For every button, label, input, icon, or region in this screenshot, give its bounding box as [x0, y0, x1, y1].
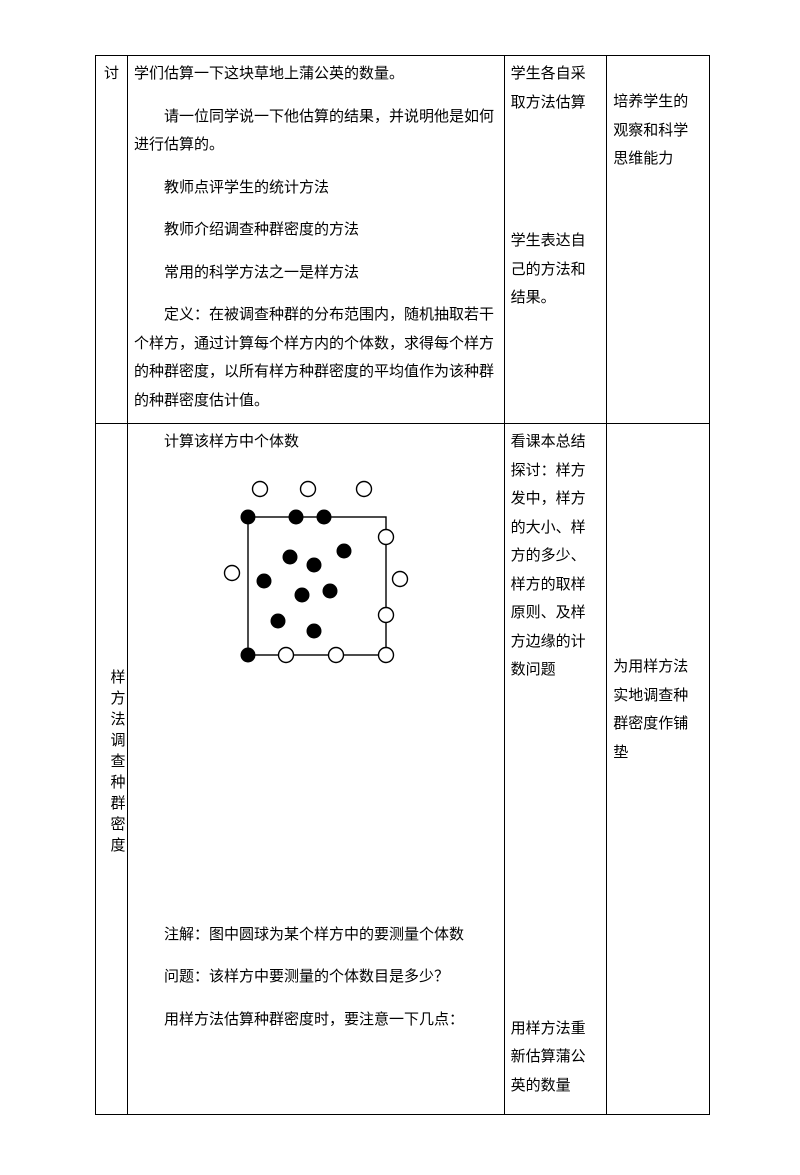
r2c3-b2: 用样方法重新估算蒲公英的数量 — [511, 1015, 601, 1101]
spacer — [511, 127, 601, 227]
table-row: 样方法调查种群密度 计算该样方中个体数 注解：图中圆球为某个样方中的要测量个体数… — [96, 424, 710, 1115]
r2-p4: 用样方法估算种群密度时，要注意一下几点： — [134, 1006, 498, 1035]
row2-label: 样方法调查种群密度 — [102, 669, 131, 858]
r1-p3: 教师点评学生的统计方法 — [134, 174, 498, 203]
r1-p1: 学们估算一下这块草地上蒲公英的数量。 — [134, 60, 498, 89]
r2-p3: 问题：该样方中要测量的个体数目是多少？ — [134, 963, 498, 992]
row2-body: 计算该样方中个体数 注解：图中圆球为某个样方中的要测量个体数 问题：该样方中要测… — [127, 424, 504, 1115]
row2-col3: 看课本总结探讨：样方发中，样方的大小、样方的多少、样方的取样原则、及样方边缘的计… — [504, 424, 607, 1115]
row1-label-cell: 讨 — [96, 56, 128, 424]
r2-p2: 注解：图中圆球为某个样方中的要测量个体数 — [134, 921, 498, 950]
r2c3-b1: 看课本总结探讨：样方发中，样方的大小、样方的多少、样方的取样原则、及样方边缘的计… — [511, 428, 601, 685]
r1-p4: 教师介绍调查种群密度的方法 — [134, 216, 498, 245]
r1c4-b1: 培养学生的观察和科学思维能力 — [613, 88, 703, 174]
r1c3-b2: 学生表达自己的方法和结果。 — [511, 227, 601, 313]
spacer — [613, 428, 703, 653]
row1-label: 讨 — [104, 60, 119, 89]
page: 讨 学们估算一下这块草地上蒲公英的数量。 请一位同学说一下他估算的结果，并说明他… — [0, 0, 800, 1175]
row1-col4: 培养学生的观察和科学思维能力 — [607, 56, 710, 424]
row1-col3: 学生各自采取方法估算 学生表达自己的方法和结果。 — [504, 56, 607, 424]
table-row: 讨 学们估算一下这块草地上蒲公英的数量。 请一位同学说一下他估算的结果，并说明他… — [96, 56, 710, 424]
spacer — [511, 695, 601, 1015]
quadrat-diagram — [134, 471, 498, 681]
r2-p1: 计算该样方中个体数 — [134, 428, 498, 457]
row1-body: 学们估算一下这块草地上蒲公英的数量。 请一位同学说一下他估算的结果，并说明他是如… — [127, 56, 504, 424]
spacer — [613, 60, 703, 88]
r1c3-b1: 学生各自采取方法估算 — [511, 60, 601, 117]
row2-label-cell: 样方法调查种群密度 — [96, 424, 128, 1115]
r1-p5: 常用的科学方法之一是样方法 — [134, 259, 498, 288]
spacer — [134, 691, 498, 921]
r1-p2: 请一位同学说一下他估算的结果，并说明他是如何进行估算的。 — [134, 103, 498, 160]
quadrat-svg — [196, 471, 436, 681]
row2-col4: 为用样方法实地调查种群密度作铺垫 — [607, 424, 710, 1115]
r2c4-b1: 为用样方法实地调查种群密度作铺垫 — [613, 653, 703, 767]
r1-p6: 定义：在被调查种群的分布范围内，随机抽取若干个样方，通过计算每个样方内的个体数，… — [134, 301, 498, 415]
lesson-table: 讨 学们估算一下这块草地上蒲公英的数量。 请一位同学说一下他估算的结果，并说明他… — [95, 55, 710, 1115]
